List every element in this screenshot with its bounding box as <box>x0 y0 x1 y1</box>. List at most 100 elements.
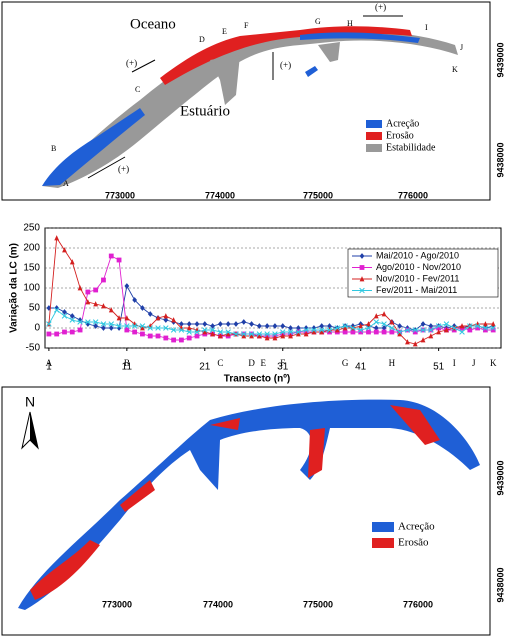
marker <box>381 329 387 335</box>
transect-label: D <box>199 35 205 44</box>
ocean-label: Oceano <box>130 16 176 32</box>
x-tick-label: 774000 <box>203 599 233 609</box>
north-arrow <box>30 412 38 448</box>
marker <box>295 331 301 337</box>
marker <box>140 305 145 311</box>
transect-label: I <box>425 23 428 32</box>
marker <box>163 325 169 331</box>
marker <box>248 331 255 337</box>
y-tick-label: 200 <box>23 243 40 254</box>
line-chart: Variação da LC (m) Transecto (nº) -50 0 50… <box>9 223 502 385</box>
marker <box>428 323 434 329</box>
x-tick-label: 21 <box>199 362 211 373</box>
marker <box>389 319 395 325</box>
marker <box>350 329 356 335</box>
marker <box>483 327 488 333</box>
marker <box>85 319 91 325</box>
marker <box>93 323 99 329</box>
marker <box>256 331 263 337</box>
marker <box>93 301 99 307</box>
marker <box>77 317 83 323</box>
series-line <box>48 284 494 331</box>
marker <box>404 327 411 333</box>
marker <box>389 325 395 331</box>
marker <box>101 277 106 283</box>
stability-area <box>318 42 340 62</box>
marker <box>451 325 457 331</box>
y-tick-label: 9439000 <box>495 42 505 77</box>
legend-label: Ago/2010 - Nov/2010 <box>376 262 461 272</box>
marker <box>295 325 301 331</box>
legend-marker <box>359 265 365 270</box>
direction-label: (+) <box>118 164 129 174</box>
marker <box>225 329 231 335</box>
marker <box>241 331 247 337</box>
marker <box>155 315 161 321</box>
marker <box>326 327 333 333</box>
marker <box>116 325 122 331</box>
y-tick-label: 250 <box>23 223 40 234</box>
marker <box>179 337 184 343</box>
legend-swatch <box>366 144 382 152</box>
marker <box>288 333 293 339</box>
legend-swatch <box>372 522 394 532</box>
marker <box>311 329 317 335</box>
marker <box>467 323 473 329</box>
marker <box>436 325 442 331</box>
marker <box>217 321 223 327</box>
transect-label: B <box>51 144 56 153</box>
legend-box <box>347 248 499 298</box>
marker <box>233 331 239 337</box>
marker <box>108 253 114 259</box>
marker <box>249 321 254 327</box>
marker <box>132 329 138 335</box>
marker <box>100 321 107 327</box>
marker <box>69 259 75 265</box>
marker <box>140 325 145 331</box>
x-tick-label: 774000 <box>205 190 235 200</box>
transect-label: E <box>222 27 227 36</box>
marker <box>483 321 488 327</box>
x-tick-label: 775000 <box>303 599 333 609</box>
marker <box>178 327 185 333</box>
marker <box>202 327 208 333</box>
transect-annotation: F <box>280 358 285 368</box>
marker <box>358 323 364 329</box>
marker <box>334 327 340 333</box>
marker <box>272 335 278 341</box>
legend-label: Mai/2010 - Ago/2010 <box>376 250 459 260</box>
marker <box>225 331 231 337</box>
marker <box>155 325 161 331</box>
marker <box>279 329 286 335</box>
legend-swatch <box>366 132 382 140</box>
marker <box>256 333 262 339</box>
transect-annotation: C <box>217 358 223 368</box>
x-tick-label: 11 <box>122 362 133 373</box>
marker <box>350 325 356 331</box>
marker <box>69 317 76 323</box>
marker <box>241 319 247 325</box>
marker <box>241 333 247 339</box>
transect-label: G <box>315 17 321 26</box>
marker <box>420 321 426 327</box>
marker <box>140 331 145 337</box>
marker <box>108 307 114 313</box>
marker <box>373 325 379 331</box>
accretion-area <box>300 32 420 43</box>
x-tick-label: 775000 <box>303 190 333 200</box>
marker <box>311 327 317 333</box>
marker <box>490 321 496 327</box>
transect-annotation: J <box>472 358 476 368</box>
y-tick-label: -50 <box>26 343 41 354</box>
transect-annotation: K <box>490 358 497 368</box>
legend-label: Nov/2010 - Fev/2011 <box>376 273 459 283</box>
marker <box>194 333 200 339</box>
marker <box>264 335 270 341</box>
marker <box>303 331 309 337</box>
y-tick-label: 50 <box>29 303 41 314</box>
marker <box>459 329 465 335</box>
marker <box>490 327 496 333</box>
marker <box>436 329 442 335</box>
marker <box>85 321 91 327</box>
marker <box>295 329 302 335</box>
